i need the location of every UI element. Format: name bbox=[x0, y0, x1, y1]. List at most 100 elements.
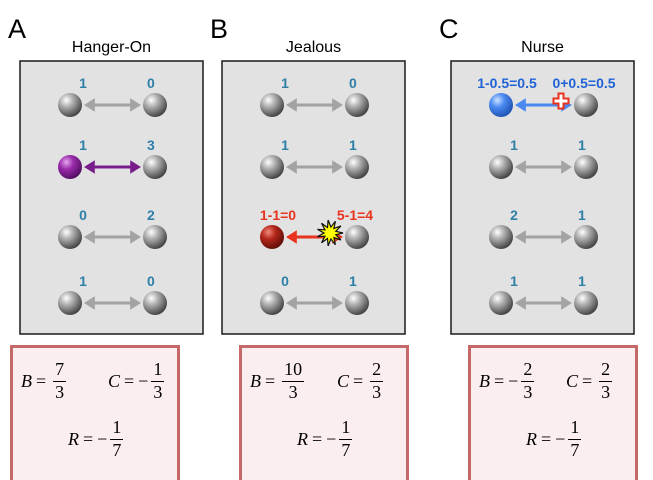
panel-letter: C bbox=[439, 14, 459, 44]
equals-sign: = bbox=[36, 370, 47, 391]
equation-b: B = −2 3 bbox=[479, 359, 535, 403]
numerator: 1 bbox=[151, 359, 165, 382]
denominator: 3 bbox=[153, 381, 163, 402]
denominator: 3 bbox=[601, 381, 611, 402]
variable-r: R bbox=[297, 428, 308, 449]
cell-right bbox=[143, 225, 167, 249]
equation-r: R = −1 7 bbox=[297, 417, 353, 461]
cell-left-value: 2 bbox=[510, 207, 518, 223]
denominator: 3 bbox=[523, 381, 533, 402]
equals-sign: = bbox=[124, 370, 135, 391]
equation-box: B = 7 3 C = −1 3 R = −1 7 bbox=[10, 345, 180, 480]
numerator: 2 bbox=[599, 359, 613, 382]
variable-c: C bbox=[108, 370, 121, 391]
equals-sign: = bbox=[265, 370, 276, 391]
equation-b: B = 10 3 bbox=[250, 359, 305, 403]
panel-letter: A bbox=[8, 14, 26, 44]
equals-sign: = bbox=[83, 428, 94, 449]
cell-left bbox=[489, 291, 513, 315]
panel-title: Jealous bbox=[286, 39, 341, 56]
cell-pair: 1-0.5=0.5 0+0.5=0.5 bbox=[477, 75, 616, 117]
equals-sign: = bbox=[582, 370, 593, 391]
arrow-head-left bbox=[84, 296, 95, 310]
arrow-head-left bbox=[515, 296, 526, 310]
cell-right bbox=[345, 155, 369, 179]
cell-right-value: 0 bbox=[147, 273, 155, 289]
arrow-head-right bbox=[130, 160, 141, 174]
cell-right bbox=[345, 225, 369, 249]
cell-left bbox=[489, 93, 513, 117]
arrow-head-left bbox=[515, 230, 526, 244]
panel-title: Nurse bbox=[521, 39, 564, 56]
numerator: 2 bbox=[521, 359, 535, 382]
variable-b: B bbox=[21, 370, 32, 391]
arrow-head-right bbox=[561, 230, 572, 244]
equation-r: R = −1 7 bbox=[526, 417, 582, 461]
cell-right-value: 1 bbox=[578, 137, 586, 153]
denominator: 7 bbox=[570, 439, 580, 460]
cell-right-value: 3 bbox=[147, 137, 155, 153]
cell-right-value: 2 bbox=[147, 207, 155, 223]
panel-title: Hanger-On bbox=[72, 39, 151, 56]
cell-right-value: 5-1=4 bbox=[337, 207, 373, 223]
equation-c: C = 2 3 bbox=[337, 359, 384, 403]
arrow-head-right bbox=[561, 296, 572, 310]
arrow-head-left bbox=[515, 160, 526, 174]
cell-left bbox=[260, 225, 284, 249]
equals-sign: = bbox=[494, 370, 505, 391]
arrow-head-right bbox=[561, 160, 572, 174]
cell-left-value: 1 bbox=[281, 137, 289, 153]
arrow-head-left bbox=[515, 98, 526, 112]
cell-right bbox=[574, 93, 598, 117]
numerator: 2 bbox=[370, 359, 384, 382]
cell-left bbox=[260, 291, 284, 315]
arrow-head-right bbox=[332, 160, 343, 174]
numerator: 1 bbox=[110, 417, 124, 440]
panel-box bbox=[19, 60, 204, 335]
cell-right bbox=[574, 291, 598, 315]
arrow-head-left bbox=[286, 160, 297, 174]
equation-c: C = −1 3 bbox=[108, 359, 165, 403]
denominator: 3 bbox=[55, 381, 65, 402]
cell-left bbox=[260, 93, 284, 117]
arrow-head-right bbox=[130, 230, 141, 244]
cell-left-value: 1-1=0 bbox=[260, 207, 296, 223]
cell-left-value: 0 bbox=[79, 207, 87, 223]
sign: − bbox=[508, 370, 519, 391]
arrow-head-right bbox=[332, 296, 343, 310]
panel-box bbox=[450, 60, 635, 335]
cell-right-value: 1 bbox=[578, 273, 586, 289]
arrow-head-left bbox=[286, 230, 297, 244]
cell-left-value: 1 bbox=[79, 137, 87, 153]
sign: − bbox=[555, 428, 566, 449]
arrow-head-right bbox=[332, 98, 343, 112]
cell-right bbox=[143, 155, 167, 179]
panel-box bbox=[221, 60, 406, 335]
panel-letter: B bbox=[210, 14, 228, 44]
cell-pair: 1-1=0 5-1=4 bbox=[260, 207, 373, 249]
cell-left-value: 1-0.5=0.5 bbox=[477, 75, 537, 91]
numerator: 10 bbox=[282, 359, 305, 382]
cell-left bbox=[58, 93, 82, 117]
variable-r: R bbox=[68, 428, 79, 449]
cell-left bbox=[58, 291, 82, 315]
variable-b: B bbox=[479, 370, 490, 391]
cell-right-value: 0 bbox=[147, 75, 155, 91]
sign: − bbox=[138, 370, 149, 391]
arrow-head-left bbox=[286, 296, 297, 310]
numerator: 1 bbox=[339, 417, 353, 440]
equals-sign: = bbox=[312, 428, 323, 449]
